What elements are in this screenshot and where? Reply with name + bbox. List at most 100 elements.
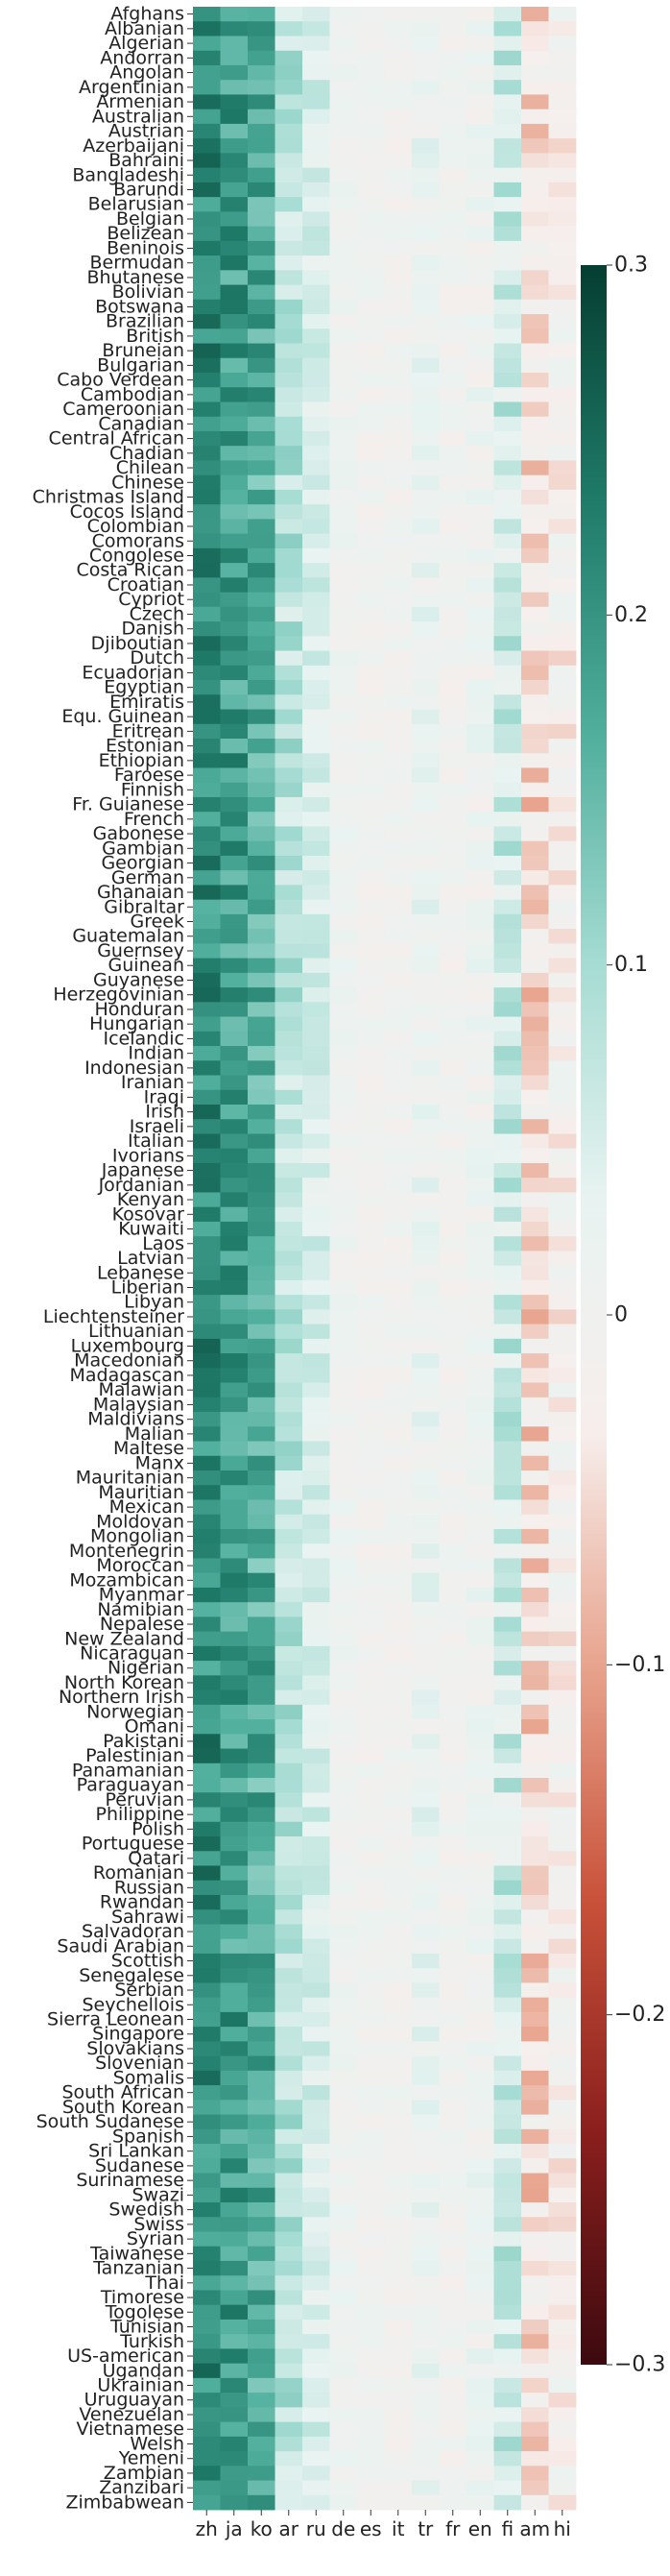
row-label: Guatemalan xyxy=(72,926,184,947)
heatmap-cell xyxy=(384,723,413,740)
heatmap-cell xyxy=(521,753,549,768)
heatmap-cell xyxy=(357,1851,385,1866)
heatmap-cell xyxy=(439,1060,467,1076)
heatmap-cell xyxy=(384,796,413,813)
heatmap-cell xyxy=(248,547,275,564)
heatmap-cell xyxy=(357,1748,385,1764)
heatmap-cell xyxy=(220,2202,249,2218)
heatmap-cell xyxy=(439,2158,467,2174)
heatmap-cell xyxy=(302,1426,330,1442)
heatmap-cell xyxy=(357,943,385,959)
heatmap-cell xyxy=(521,1105,549,1120)
heatmap-cell xyxy=(248,972,275,988)
row-label: Liberian xyxy=(111,1277,184,1299)
heatmap-cell xyxy=(302,1543,330,1559)
heatmap-cell xyxy=(329,21,358,36)
heatmap-cell xyxy=(521,723,549,740)
heatmap-cell xyxy=(493,357,522,374)
heatmap-cell xyxy=(302,2334,330,2349)
heatmap-cell xyxy=(521,1704,549,1720)
heatmap-cell xyxy=(193,1762,221,1779)
heatmap-cell xyxy=(412,2055,440,2072)
heatmap-cell xyxy=(357,1836,385,1852)
heatmap-cell xyxy=(302,1719,330,1735)
heatmap-cell xyxy=(412,1558,440,1574)
heatmap-cell xyxy=(357,1016,385,1033)
heatmap-cell xyxy=(193,2173,221,2189)
heatmap-cell xyxy=(357,753,385,768)
heatmap-cell xyxy=(548,899,577,915)
heatmap-cell xyxy=(548,1880,577,1896)
heatmap-cell xyxy=(439,1353,467,1369)
row-label: Canadian xyxy=(98,413,184,434)
heatmap-cell xyxy=(357,1192,385,1208)
heatmap-cell xyxy=(302,80,330,95)
heatmap-cell xyxy=(357,870,385,886)
heatmap-cell xyxy=(248,1572,275,1589)
row-label: Australian xyxy=(92,106,184,127)
row-label: Pakistani xyxy=(103,1731,184,1752)
heatmap-cell xyxy=(412,1046,440,1061)
heatmap-cell xyxy=(521,1514,549,1530)
heatmap-cell xyxy=(467,255,494,271)
row-label: Botswana xyxy=(95,296,184,317)
heatmap-cell xyxy=(220,2246,249,2262)
heatmap-cell xyxy=(329,1178,358,1193)
heatmap-cell xyxy=(412,1192,440,1208)
heatmap-cell xyxy=(357,1162,385,1179)
heatmap-cell xyxy=(220,2173,249,2189)
heatmap-cell xyxy=(193,2377,221,2394)
heatmap-cell xyxy=(467,270,494,285)
heatmap-cell xyxy=(248,153,275,169)
heatmap-cell xyxy=(521,767,549,784)
row-label: Dutch xyxy=(130,647,184,668)
heatmap-cell xyxy=(548,2480,577,2496)
row-label: Sudanese xyxy=(95,2155,184,2176)
heatmap-cell xyxy=(493,796,522,813)
heatmap-cell xyxy=(248,1031,275,1047)
heatmap-cell xyxy=(193,1279,221,1296)
heatmap-cell xyxy=(548,2070,577,2086)
heatmap-cell xyxy=(248,1397,275,1413)
heatmap-cell xyxy=(384,94,413,110)
heatmap-cell xyxy=(493,1133,522,1150)
row-label: Nigerian xyxy=(108,1658,184,1679)
heatmap-cell xyxy=(275,1455,303,1471)
heatmap-cell xyxy=(302,1675,330,1690)
heatmap-cell xyxy=(302,1924,330,1940)
heatmap-cell xyxy=(193,723,221,740)
heatmap-cell xyxy=(412,2158,440,2174)
heatmap-cell xyxy=(220,197,249,212)
heatmap-cell xyxy=(220,211,249,227)
heatmap-cell xyxy=(412,723,440,740)
heatmap-cell xyxy=(493,1616,522,1633)
heatmap-cell xyxy=(302,855,330,871)
heatmap-cell xyxy=(493,2202,522,2218)
heatmap-cell xyxy=(439,123,467,139)
heatmap-cell xyxy=(521,1909,549,1925)
heatmap-cell xyxy=(302,1206,330,1223)
row-label: Bahraini xyxy=(108,150,184,171)
heatmap-cell xyxy=(193,519,221,535)
heatmap-cell xyxy=(467,1543,494,1559)
heatmap-cell xyxy=(329,2348,358,2365)
heatmap-cell xyxy=(384,1778,413,1793)
heatmap-cell xyxy=(193,2348,221,2365)
heatmap-cell xyxy=(302,1821,330,1837)
heatmap-cell xyxy=(412,299,440,315)
heatmap-cell xyxy=(302,1251,330,1267)
heatmap-cell xyxy=(467,1894,494,1910)
heatmap-cell xyxy=(493,1075,522,1091)
heatmap-cell xyxy=(439,826,467,842)
heatmap-cell xyxy=(357,2304,385,2321)
heatmap-cell xyxy=(467,2011,494,2028)
heatmap-cell xyxy=(521,547,549,564)
heatmap-cell xyxy=(357,2027,385,2042)
heatmap-cell xyxy=(493,123,522,139)
row-label: Angolan xyxy=(109,62,184,84)
row-label: Malaysian xyxy=(93,1394,184,1415)
heatmap-cell xyxy=(193,255,221,271)
heatmap-cell xyxy=(329,1133,358,1150)
heatmap-cell xyxy=(439,1412,467,1427)
heatmap-cell xyxy=(193,709,221,725)
